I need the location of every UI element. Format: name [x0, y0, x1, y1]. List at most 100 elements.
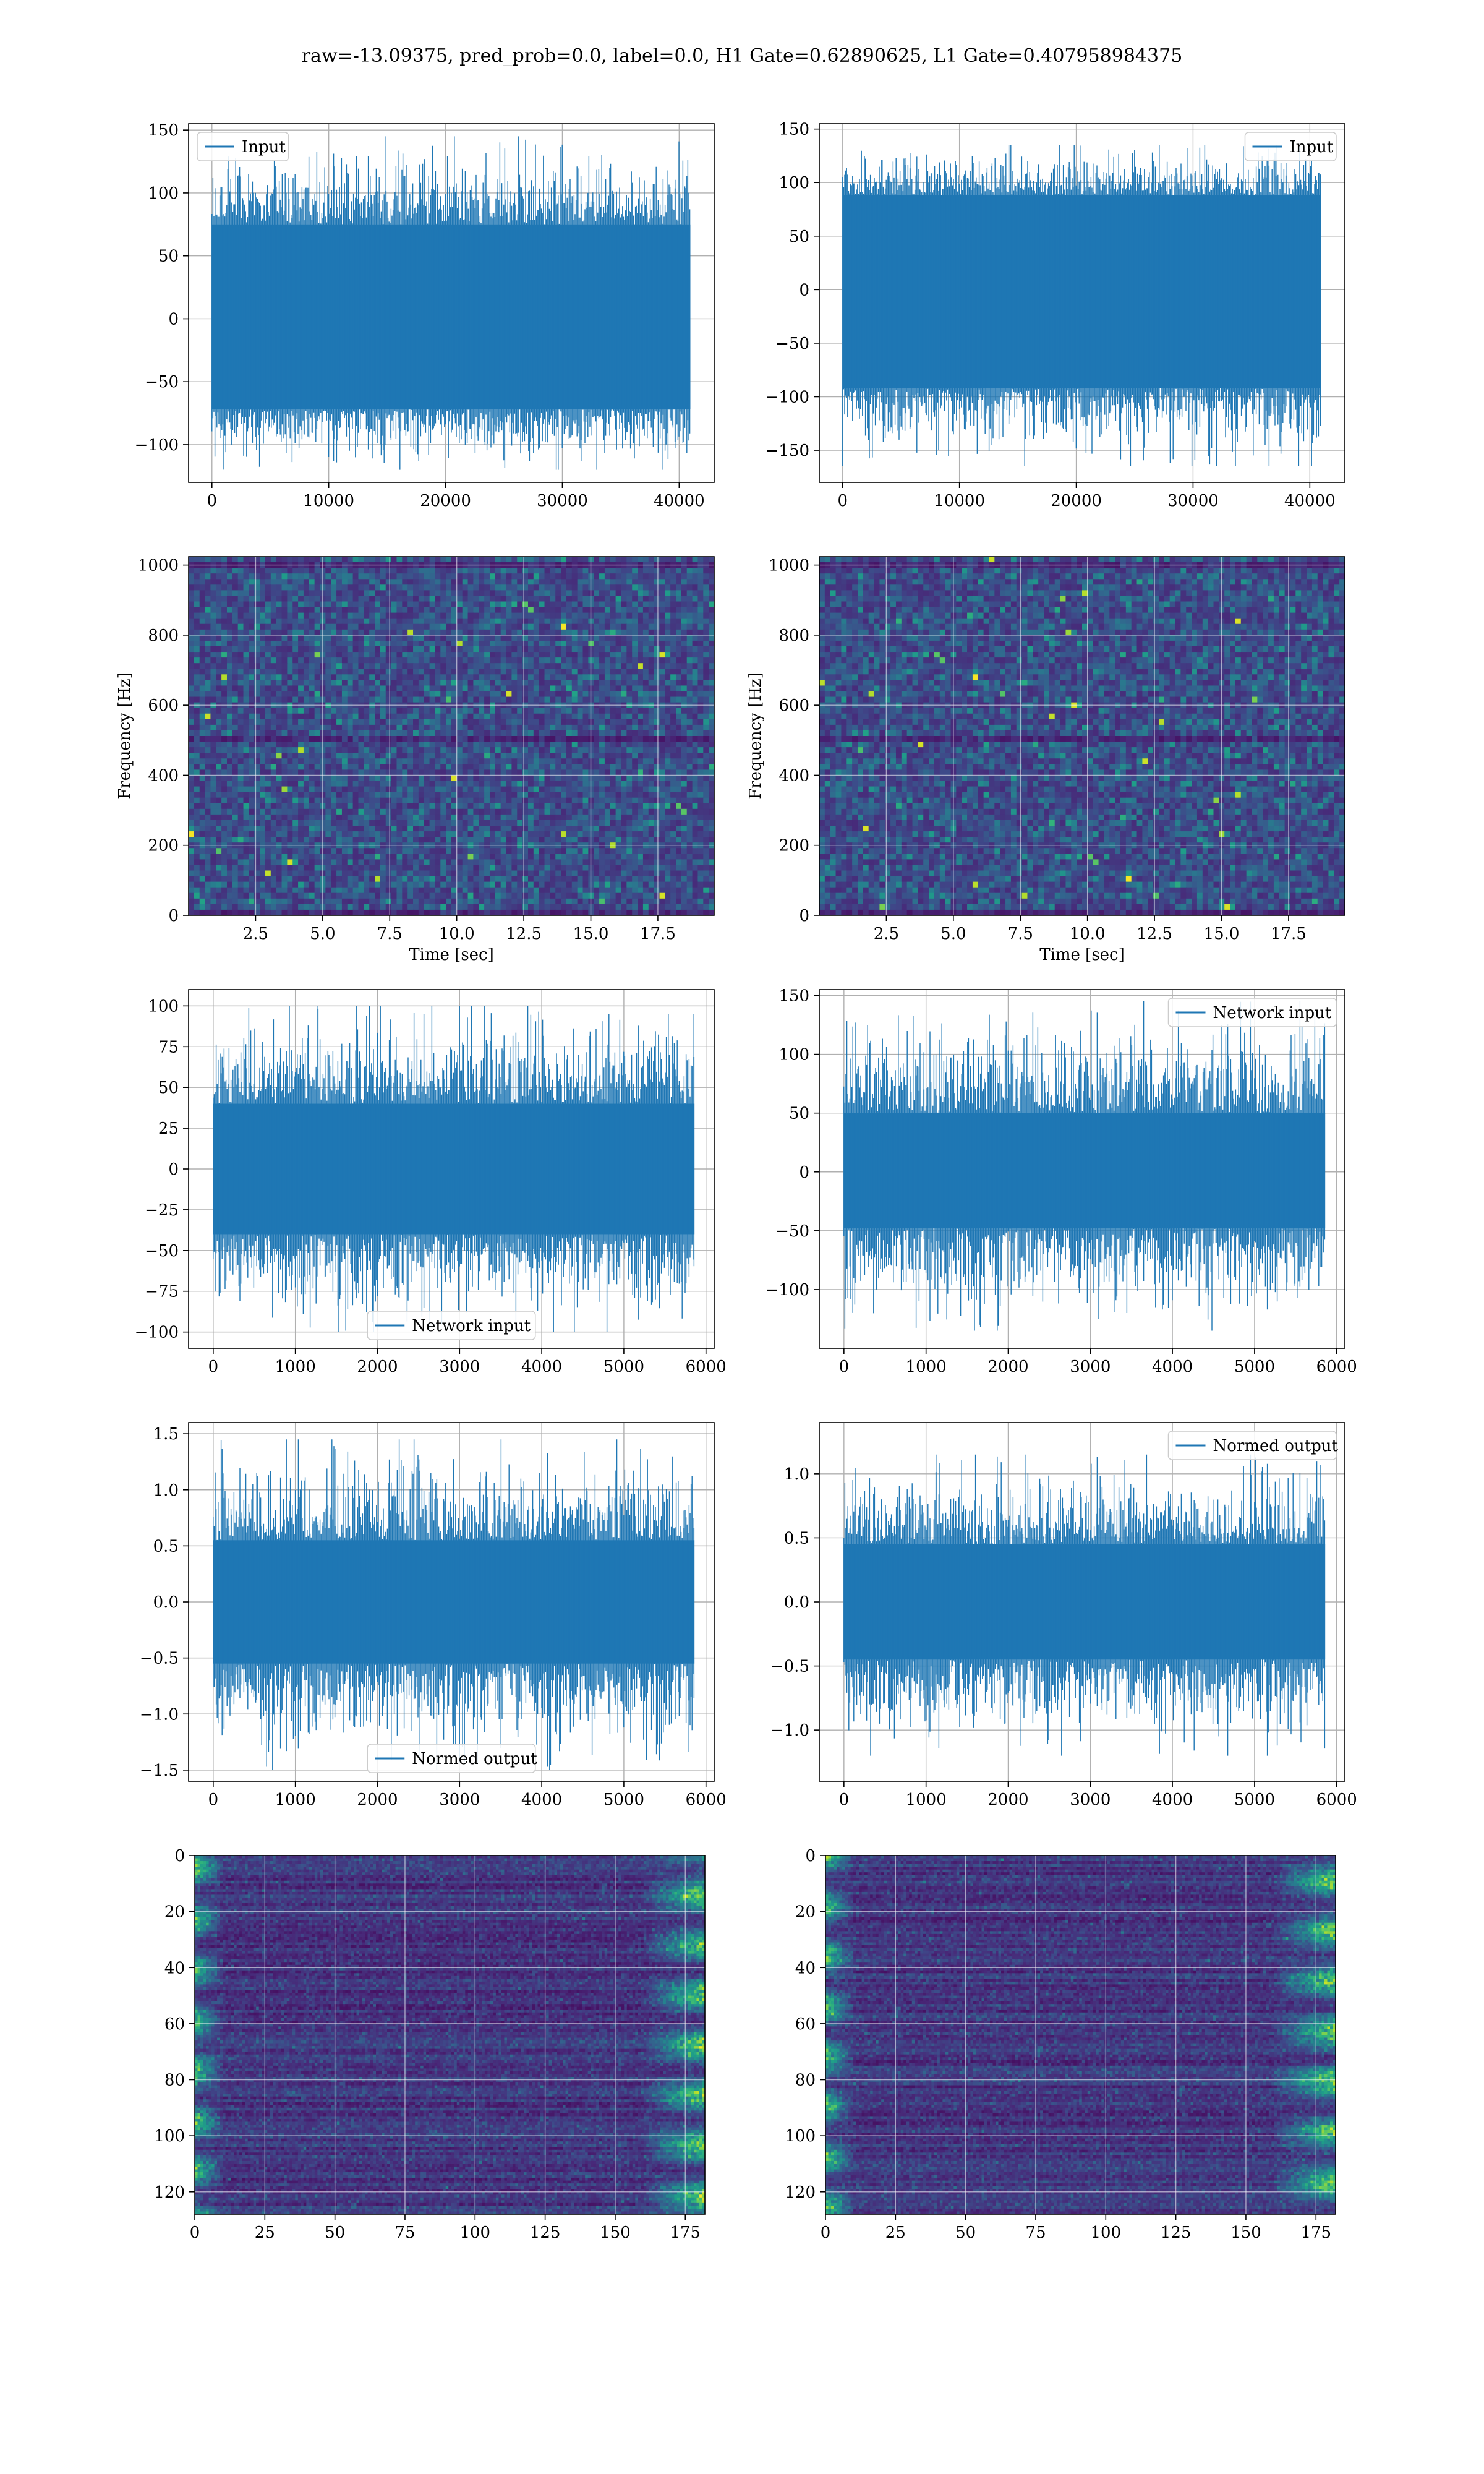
heatmap-cell [681, 747, 688, 753]
heatmap-cell [506, 820, 512, 826]
heatmap-cell [621, 557, 627, 563]
heatmap-cell [347, 696, 354, 703]
heatmap-cell [418, 685, 425, 692]
heatmap-cell [249, 579, 255, 585]
heatmap-cell [396, 814, 403, 821]
heatmap-cell [599, 831, 605, 837]
heatmap-cell [665, 797, 671, 804]
heatmap-cell [566, 674, 573, 680]
heatmap-cell [440, 708, 446, 714]
heatmap-cell [336, 601, 343, 608]
heatmap-cell [594, 652, 600, 658]
heatmap-cell [599, 652, 605, 658]
heatmap-cell [665, 781, 671, 787]
heatmap-cell [232, 596, 239, 602]
heatmap-cell [309, 685, 315, 692]
heatmap-cell [260, 691, 266, 698]
heatmap-cell [517, 579, 523, 585]
heatmap-cell [561, 797, 567, 804]
heatmap-cell [440, 663, 446, 669]
heatmap-cell [336, 557, 343, 563]
heatmap-cell [665, 808, 671, 815]
heatmap-cell [292, 781, 299, 787]
heatmap-cell [692, 680, 699, 687]
heatmap-cell [555, 635, 561, 641]
heatmap-cell [254, 590, 260, 597]
heatmap-cell [375, 803, 381, 810]
heatmap-cell [375, 640, 381, 647]
heatmap-cell [292, 719, 299, 726]
heatmap-cell [533, 792, 540, 798]
heatmap-cell [473, 803, 479, 810]
heatmap-cell [451, 623, 458, 630]
heatmap-cell [407, 607, 414, 614]
heatmap-cell [254, 612, 260, 619]
heatmap-cell [539, 573, 545, 580]
heatmap-cell [287, 753, 293, 759]
heatmap-cell [539, 618, 545, 625]
heatmap-cell [446, 792, 452, 798]
heatmap-cell [648, 730, 655, 737]
heatmap-cell [703, 820, 709, 826]
heatmap-cell [314, 691, 321, 698]
heatmap-cell [544, 797, 550, 804]
heatmap-cell [648, 724, 655, 731]
heatmap-cell [709, 674, 714, 680]
heatmap-cell [243, 724, 249, 731]
heatmap-cell [309, 724, 315, 731]
heatmap-cell [577, 601, 584, 608]
heatmap-cell [577, 820, 584, 826]
heatmap-cell [527, 674, 534, 680]
heatmap-cell [216, 781, 222, 787]
heatmap-cell [226, 607, 233, 614]
heatmap-cell [325, 696, 331, 703]
heatmap-cell [232, 584, 239, 591]
heatmap-cell [287, 786, 293, 793]
heatmap-cell [358, 826, 364, 832]
heatmap-cell [210, 646, 216, 653]
heatmap-cell [533, 646, 540, 653]
heatmap-cell [659, 635, 665, 641]
heatmap-cell [391, 826, 398, 832]
heatmap-cell [352, 590, 359, 597]
heatmap-cell [336, 742, 343, 748]
heatmap-cell [451, 646, 458, 653]
heatmap-cell [517, 808, 523, 815]
heatmap-cell [511, 797, 518, 804]
heatmap-cell [347, 607, 354, 614]
heatmap-cell [314, 719, 321, 726]
heatmap-cell [331, 775, 337, 782]
heatmap-cell [500, 568, 507, 574]
heatmap-cell [456, 640, 463, 647]
heatmap-cell [489, 831, 496, 837]
heatmap-cell [479, 573, 485, 580]
heatmap-cell [446, 719, 452, 726]
heatmap-cell [467, 769, 474, 776]
heatmap-cell [522, 618, 529, 625]
heatmap-cell [462, 831, 469, 837]
heatmap-cell [287, 691, 293, 698]
heatmap-cell [216, 742, 222, 748]
heatmap-cell [341, 674, 348, 680]
heatmap-cell [249, 663, 255, 669]
heatmap-cell [479, 669, 485, 675]
heatmap-cell [571, 623, 578, 630]
heatmap-cell [391, 837, 398, 843]
heatmap-cell [566, 724, 573, 731]
heatmap-cell [489, 764, 496, 770]
heatmap-cell [237, 579, 244, 585]
heatmap-cell [599, 557, 605, 563]
heatmap-cell [364, 837, 370, 843]
heatmap-cell [189, 680, 195, 687]
heatmap-cell [446, 742, 452, 748]
heatmap-cell [533, 657, 540, 664]
heatmap-cell [254, 646, 260, 653]
heatmap-cell [517, 618, 523, 625]
heatmap-cell [205, 674, 211, 680]
heatmap-cell [314, 769, 321, 776]
heatmap-cell [670, 769, 676, 776]
heatmap-cell [654, 719, 660, 726]
heatmap-cell [566, 573, 573, 580]
heatmap-cell [626, 736, 633, 742]
heatmap-cell [199, 730, 206, 737]
